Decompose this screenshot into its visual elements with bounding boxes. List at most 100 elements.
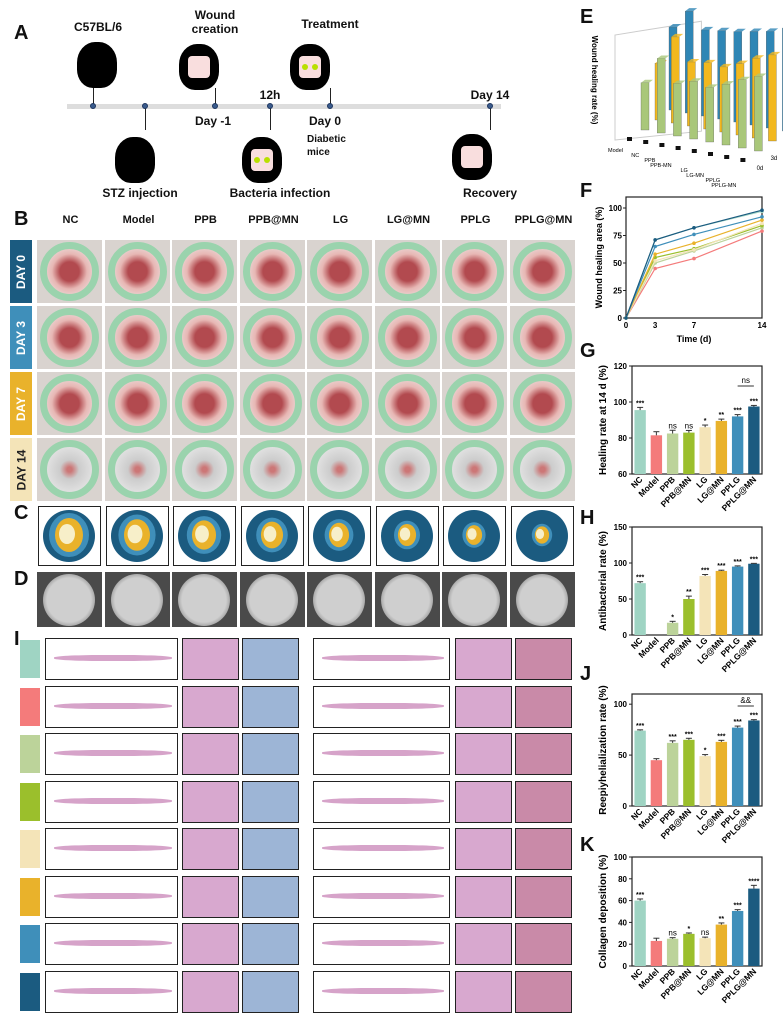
significance-label: *** (750, 713, 758, 720)
y-tick-label: 100 (614, 559, 628, 568)
significance-label: *** (669, 734, 677, 741)
y-tick-label: 100 (614, 700, 628, 709)
data-point (653, 266, 657, 271)
group-header: LG (332, 214, 349, 226)
histology-micrograph (182, 875, 239, 918)
x-tick-label: LG (680, 168, 687, 174)
significance-label: *** (734, 719, 742, 726)
group-header: PPLG (460, 214, 491, 226)
bar (683, 432, 695, 474)
wound-photo (105, 240, 170, 303)
histology-micrograph (455, 875, 512, 918)
group-swatch (20, 830, 40, 868)
wound-photo (375, 438, 440, 501)
y-tick-label: 60 (618, 897, 627, 906)
day-label: DAY 14 (10, 438, 32, 501)
timeline-label: Day 0 (308, 114, 342, 128)
significance-label: ns (701, 928, 709, 937)
histology-micrograph (242, 875, 299, 918)
bar (731, 566, 744, 635)
y-axis-label: Wound healing area (%) (594, 207, 604, 309)
wound-photo (37, 438, 102, 501)
histology-micrograph (455, 733, 512, 775)
mouse-icon (179, 44, 219, 90)
bar (748, 406, 760, 474)
significance-label: ** (719, 916, 725, 923)
data-point (692, 232, 696, 237)
x-tick-label: 0 (624, 321, 629, 330)
panel-label-b: B (14, 208, 29, 230)
timeline-label: Treatment (301, 17, 359, 31)
wound-photo (105, 306, 170, 369)
wound-photo (510, 240, 575, 303)
wound-photo (172, 438, 237, 501)
bar-3d (705, 87, 714, 143)
y-tick-label: 75 (613, 232, 622, 241)
y-tick-label: 80 (618, 434, 627, 443)
bar-3d (627, 137, 632, 141)
y-tick-label: 100 (614, 853, 628, 862)
depth-tick-label: 3d (771, 156, 778, 162)
x-tick-label: PPLG (706, 178, 721, 184)
significance-label: * (704, 748, 707, 755)
timeline-label: 12h (259, 88, 281, 102)
y-tick-label: 50 (618, 595, 627, 604)
wound-photo (37, 372, 102, 435)
histology-micrograph (455, 923, 512, 965)
histology-section (45, 970, 178, 1013)
series-line (625, 222, 763, 319)
wound-trace (241, 506, 304, 566)
bar (683, 739, 695, 806)
y-tick-label: 0 (623, 631, 628, 640)
significance-label: *** (685, 731, 693, 738)
wound-photo (37, 306, 102, 369)
bar-3d (768, 54, 777, 142)
wound-photo (442, 438, 507, 501)
group-swatch (20, 782, 40, 821)
plot-frame (631, 526, 763, 636)
bar (634, 730, 646, 806)
x-tick-label: PPB-MN (650, 163, 671, 169)
histology-section (313, 828, 450, 870)
group-header: PPB (194, 214, 217, 226)
wound-trace (308, 506, 371, 566)
wound-trace (38, 506, 101, 566)
significance-label: ns (668, 929, 676, 938)
y-tick-label: 80 (618, 875, 627, 884)
histology-section (313, 638, 450, 680)
x-axis-label: Time (d) (677, 334, 712, 344)
bacteria-plate (105, 572, 170, 627)
histology-micrograph (242, 923, 299, 965)
mouse-icon (77, 42, 117, 88)
bar-3d (740, 158, 746, 162)
mouse-icon (115, 137, 155, 183)
y-tick-label: 0 (623, 962, 628, 971)
series-line (625, 216, 763, 319)
histology-section (45, 828, 178, 870)
bacteria-plate (307, 572, 372, 627)
significance-label: *** (636, 575, 644, 582)
histology-micrograph (242, 828, 299, 870)
significance-label: *** (734, 408, 742, 415)
y-axis-label: Wound healing rate (%) (590, 36, 599, 125)
histology-micrograph (242, 685, 299, 728)
wound-photo (240, 372, 305, 435)
histology-micrograph (182, 638, 239, 680)
wound-trace (511, 506, 574, 566)
plot-frame (631, 365, 763, 475)
wound-photo (442, 306, 507, 369)
x-tick-label: Model (608, 148, 623, 154)
bacteria-plate (442, 572, 507, 627)
bar (634, 583, 646, 635)
y-axis-label: Antibacterial rate (%) (598, 531, 609, 631)
data-point (653, 238, 657, 242)
y-tick-label: 100 (614, 398, 628, 407)
significance-label: ns (668, 421, 676, 430)
day-label: DAY 0 (10, 240, 32, 303)
x-tick-label: 14 (758, 321, 767, 330)
bar-3d (689, 81, 698, 140)
series-line (625, 219, 763, 319)
wound-photo (37, 240, 102, 303)
bacteria-plate (510, 572, 575, 627)
bar (748, 720, 760, 806)
